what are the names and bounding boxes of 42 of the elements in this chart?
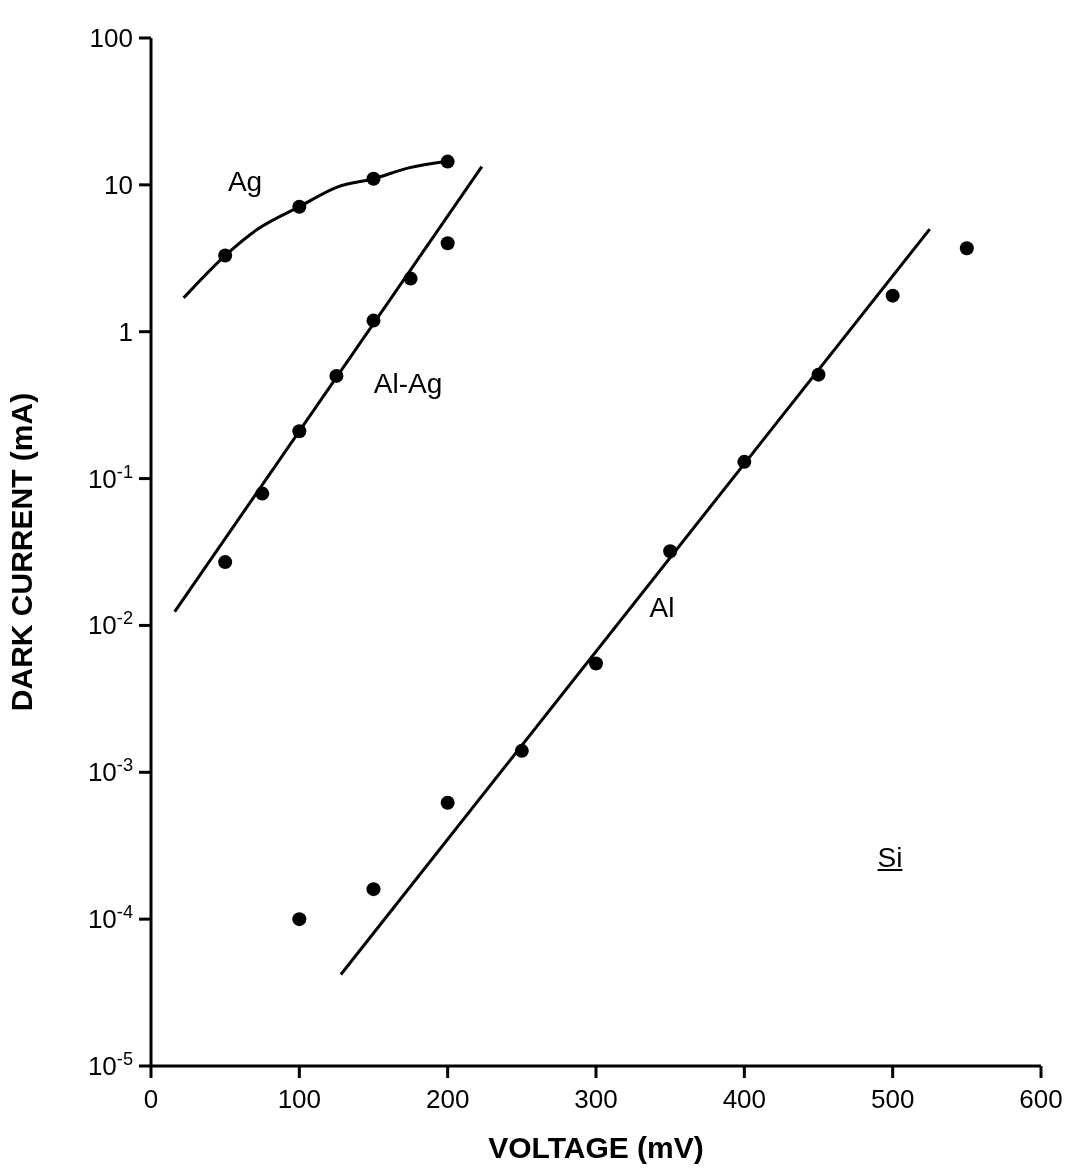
point bbox=[514, 743, 529, 758]
point bbox=[440, 795, 455, 810]
x-tick-label: 0 bbox=[143, 1084, 159, 1114]
point bbox=[403, 271, 418, 286]
annotation: Si bbox=[877, 842, 903, 874]
point bbox=[589, 656, 603, 671]
x-tick-label: 300 bbox=[574, 1084, 618, 1114]
point bbox=[959, 241, 974, 256]
x-tick-label: 400 bbox=[722, 1084, 767, 1114]
y-axis-title: DARK CURRENT (mA) bbox=[4, 392, 38, 712]
x-tick-label: 200 bbox=[425, 1084, 470, 1114]
annotation: Ag bbox=[227, 166, 263, 198]
point bbox=[440, 154, 455, 169]
y-tick-label: 10$^{-5}$ bbox=[87, 1049, 133, 1081]
point bbox=[218, 555, 233, 570]
y-tick-label: 10$^{-3}$ bbox=[87, 755, 133, 788]
point bbox=[218, 248, 233, 263]
point bbox=[366, 882, 381, 897]
point bbox=[329, 368, 344, 383]
point bbox=[255, 486, 270, 501]
point bbox=[292, 912, 307, 927]
point bbox=[292, 199, 307, 214]
point bbox=[737, 454, 752, 469]
y-tick-label: 10 bbox=[104, 169, 133, 200]
point bbox=[885, 288, 900, 303]
annotation: Al-Ag bbox=[373, 368, 443, 400]
annotation: Al bbox=[649, 592, 675, 624]
point bbox=[440, 236, 455, 251]
point bbox=[292, 424, 307, 439]
y-tick-label: 100 bbox=[89, 23, 133, 53]
x-axis-title: VOLTAGE (mV) bbox=[488, 1131, 704, 1164]
y-tick-label: 1 bbox=[118, 316, 133, 347]
x-tick-label: 500 bbox=[870, 1084, 915, 1114]
y-tick-label: 10$^{-1}$ bbox=[87, 461, 133, 494]
y-tick-label: 10$^{-2}$ bbox=[87, 608, 133, 641]
point bbox=[811, 367, 826, 382]
point bbox=[366, 313, 381, 328]
x-tick-label: 600 bbox=[1019, 1084, 1063, 1114]
y-tick-label: 10$^{-4}$ bbox=[87, 902, 133, 935]
point bbox=[366, 171, 381, 186]
x-tick-label: 100 bbox=[277, 1084, 322, 1114]
point bbox=[663, 544, 678, 559]
